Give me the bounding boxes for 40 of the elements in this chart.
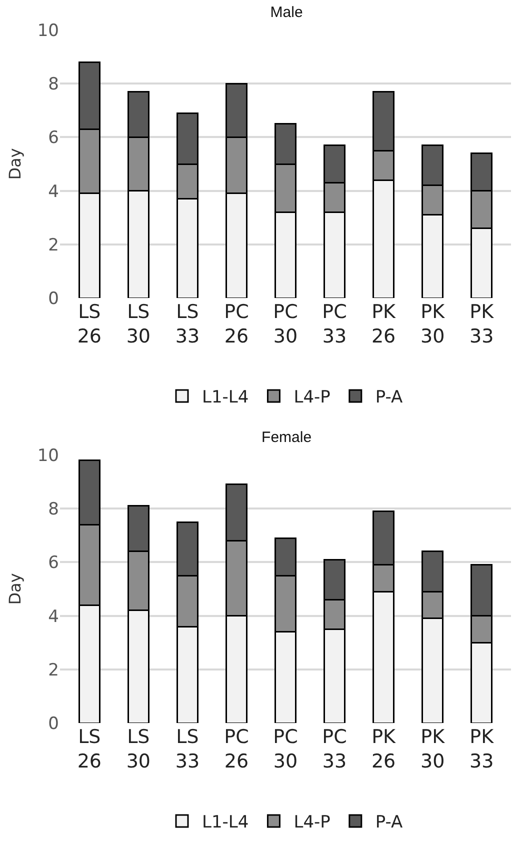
y-tick-label: 2 xyxy=(48,660,59,680)
legend-label: P-A xyxy=(375,812,404,833)
x-tick-label: PC 30 xyxy=(273,726,298,773)
y-tick-label: 4 xyxy=(48,182,59,202)
y-axis-title: Day xyxy=(5,148,24,180)
chart-title: Male xyxy=(270,4,303,21)
x-tick-label: LS 26 xyxy=(77,726,102,773)
x-tick-label: LS 30 xyxy=(126,726,151,773)
x-tick-label: LS 33 xyxy=(175,726,200,773)
legend-label: L1-L4 xyxy=(202,812,249,833)
legend-label: L4-P xyxy=(294,388,330,408)
x-tick-label: PC 30 xyxy=(273,301,298,348)
x-tick-label: PC 33 xyxy=(322,301,347,348)
x-tick-label: PK 26 xyxy=(371,726,396,773)
y-tick-label: 6 xyxy=(48,128,59,148)
x-tick-label: PK 26 xyxy=(371,301,396,348)
y-tick-label: 8 xyxy=(48,500,59,520)
x-tick-label: LS 30 xyxy=(126,301,151,348)
legend-label: L4-P xyxy=(294,812,330,833)
y-tick-label: 4 xyxy=(48,606,59,627)
y-tick-label: 6 xyxy=(48,553,59,574)
y-tick-label: 0 xyxy=(48,714,59,734)
x-tick-label: PK 30 xyxy=(420,301,446,348)
x-tick-label: PK 33 xyxy=(469,726,494,773)
x-tick-label: LS 33 xyxy=(175,301,200,348)
y-tick-label: 10 xyxy=(37,20,59,41)
y-tick-label: 8 xyxy=(48,74,59,95)
legend-label: P-A xyxy=(375,388,404,408)
y-tick-label: 10 xyxy=(37,446,59,466)
x-tick-label: LS 26 xyxy=(77,301,102,348)
x-tick-label: PC 33 xyxy=(322,726,347,773)
y-axis-title: Day xyxy=(5,573,24,605)
x-tick-label: PK 30 xyxy=(420,726,446,773)
x-tick-label: PC 26 xyxy=(224,301,249,348)
legend-label: L1-L4 xyxy=(202,388,249,408)
y-tick-label: 2 xyxy=(48,235,59,256)
x-tick-label: PK 33 xyxy=(469,301,494,348)
chart-title: Female xyxy=(262,428,312,446)
x-tick-label: PC 26 xyxy=(224,726,249,773)
y-tick-label: 0 xyxy=(48,288,59,309)
